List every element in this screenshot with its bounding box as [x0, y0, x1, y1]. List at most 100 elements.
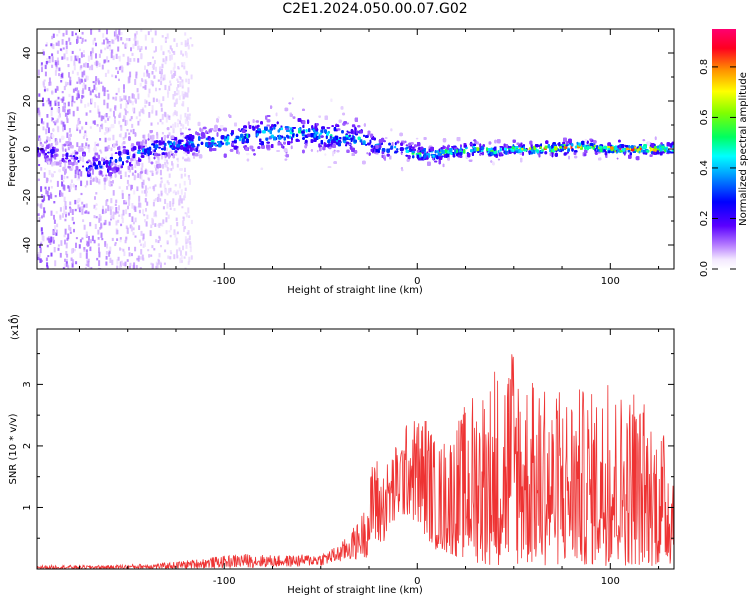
spectrogram-noise-cell [130, 157, 132, 164]
spectrogram-noise-cell [97, 61, 100, 65]
spectrogram-noise-cell [182, 216, 185, 219]
spectrogram-noise-cell [181, 64, 184, 68]
spectrogram-noise-cell [61, 39, 64, 45]
spectrogram-noise-cell [182, 124, 185, 129]
spectrogram-noise-cell [170, 70, 173, 74]
spectrogram-noise-cell [140, 153, 143, 157]
spectrogram-noise-cell [66, 57, 69, 61]
spectrogram-noise-cell [37, 178, 40, 182]
spectrogram-noise-cell [50, 110, 53, 117]
spectrogram-noise-cell [41, 199, 44, 203]
spectrogram-noise-cell [108, 221, 111, 226]
spectrogram-noise-cell [146, 214, 149, 220]
spectrogram-noise-cell [172, 94, 175, 100]
spectrogram-noise-cell [76, 127, 79, 132]
spectrogram-noise-cell [187, 230, 190, 235]
spectrogram-noise-cell [161, 35, 164, 38]
spectrogram-noise-cell [71, 216, 74, 221]
spectrogram-noise-cell [55, 61, 58, 67]
spectrogram-noise-cell [51, 90, 54, 95]
spectrogram-noise-cell [153, 60, 156, 65]
spectrogram-noise-cell [126, 62, 129, 66]
spectrogram-noise-cell [52, 230, 55, 235]
spectrogram-noise-cell [96, 124, 99, 127]
spectrogram-noise-cell [175, 92, 178, 96]
spectrogram-noise-cell [53, 161, 56, 166]
spectrogram-noise-cell [123, 108, 126, 111]
spectrogram-noise-cell [63, 206, 66, 211]
spectrogram-noise-cell [99, 138, 102, 141]
spectrogram-noise-cell [52, 120, 55, 124]
spectrogram-noise-cell [46, 237, 49, 241]
spectrogram-noise-cell [161, 152, 164, 159]
spectrogram-noise-cell [68, 93, 71, 98]
spectrogram-noise-cell [92, 168, 94, 175]
spectrogram-noise-cell [166, 240, 169, 244]
spectrogram-noise-cell [60, 80, 63, 83]
spectrogram-noise-cell [80, 192, 83, 196]
spectrogram-noise-cell [179, 128, 182, 133]
spectrogram-noise-cell [139, 118, 142, 122]
spectrogram-noise-cell [53, 219, 56, 224]
spectrogram-noise-cell [76, 37, 79, 43]
spectrogram-noise-cell [115, 53, 118, 59]
spectrogram-noise-cell [131, 216, 134, 222]
spectrogram-noise-cell [91, 47, 94, 54]
spectrogram-noise-cell [181, 85, 184, 89]
spectrogram-noise-cell [127, 56, 130, 63]
spectrogram-noise-cell [43, 207, 46, 213]
spectrogram-noise-cell [123, 115, 125, 120]
spectrogram-noise-cell [187, 107, 189, 112]
spectrogram-noise-cell [66, 118, 69, 123]
spectrogram-noise-cell [161, 223, 164, 227]
spectrogram-noise-cell [145, 190, 148, 194]
spectrogram-noise-cell [172, 67, 175, 73]
spectrogram-noise-cell [54, 195, 57, 198]
spectrogram-noise-cell [115, 220, 118, 226]
spectrogram-noise-cell [77, 170, 80, 176]
spectrogram-noise-cell [69, 76, 72, 82]
spectrogram-noise-cell [180, 50, 183, 55]
spectrogram-noise-cell [110, 183, 113, 187]
spectrogram-noise-cell [139, 48, 142, 53]
spectrogram-noise-cell [176, 78, 179, 81]
spectrogram-noise-cell [45, 128, 48, 135]
spectrogram-noise-cell [126, 129, 129, 132]
spectrogram-noise-cell [181, 79, 184, 83]
spectrogram-noise-cell [138, 225, 141, 230]
spectrogram-noise-cell [155, 98, 158, 102]
spectrogram-noise-cell [167, 182, 170, 186]
spectrogram-noise-cell [162, 77, 165, 81]
spectrogram-noise-cell [157, 260, 160, 265]
spectrogram-noise-cell [116, 259, 119, 265]
spectrogram-noise-cell [72, 88, 75, 93]
spectrogram-noise-cell [117, 46, 120, 52]
spectrogram-noise-cell [127, 196, 130, 201]
spectrogram-noise-cell [150, 262, 153, 265]
spectrogram-noise-cell [124, 132, 127, 137]
spectrogram-noise-cell [151, 105, 154, 111]
spectrogram-noise-cell [55, 138, 58, 143]
spectrogram-noise-cell [160, 190, 163, 197]
spectrogram-noise-cell [105, 255, 108, 260]
spectrogram-noise-cell [40, 227, 43, 232]
spectrogram-noise-cell [122, 248, 125, 252]
spectrogram-noise-cell [44, 157, 47, 163]
spectrogram-noise-cell [114, 242, 117, 245]
spectrogram-noise-cell [101, 123, 104, 130]
spectrogram-noise-cell [152, 149, 154, 154]
spectrogram-noise-cell [69, 80, 72, 86]
spectrogram-noise-cell [134, 206, 137, 212]
spectrogram-noise-cell [90, 267, 93, 269]
spectrogram-noise-cell [101, 238, 104, 241]
spectrogram-noise-cell [108, 252, 111, 257]
spectrogram-noise-cell [108, 179, 111, 186]
spectrogram-noise-cell [106, 29, 108, 35]
spectrogram-noise-cell [169, 250, 172, 253]
spectrogram-noise-cell [134, 235, 137, 238]
spectrogram-noise-cell [151, 245, 154, 249]
spectrogram-noise-cell [121, 218, 124, 224]
spectrogram-noise-cell [169, 80, 172, 84]
spectrogram-noise-cell [44, 186, 47, 190]
spectrogram-noise-cell [66, 112, 69, 116]
